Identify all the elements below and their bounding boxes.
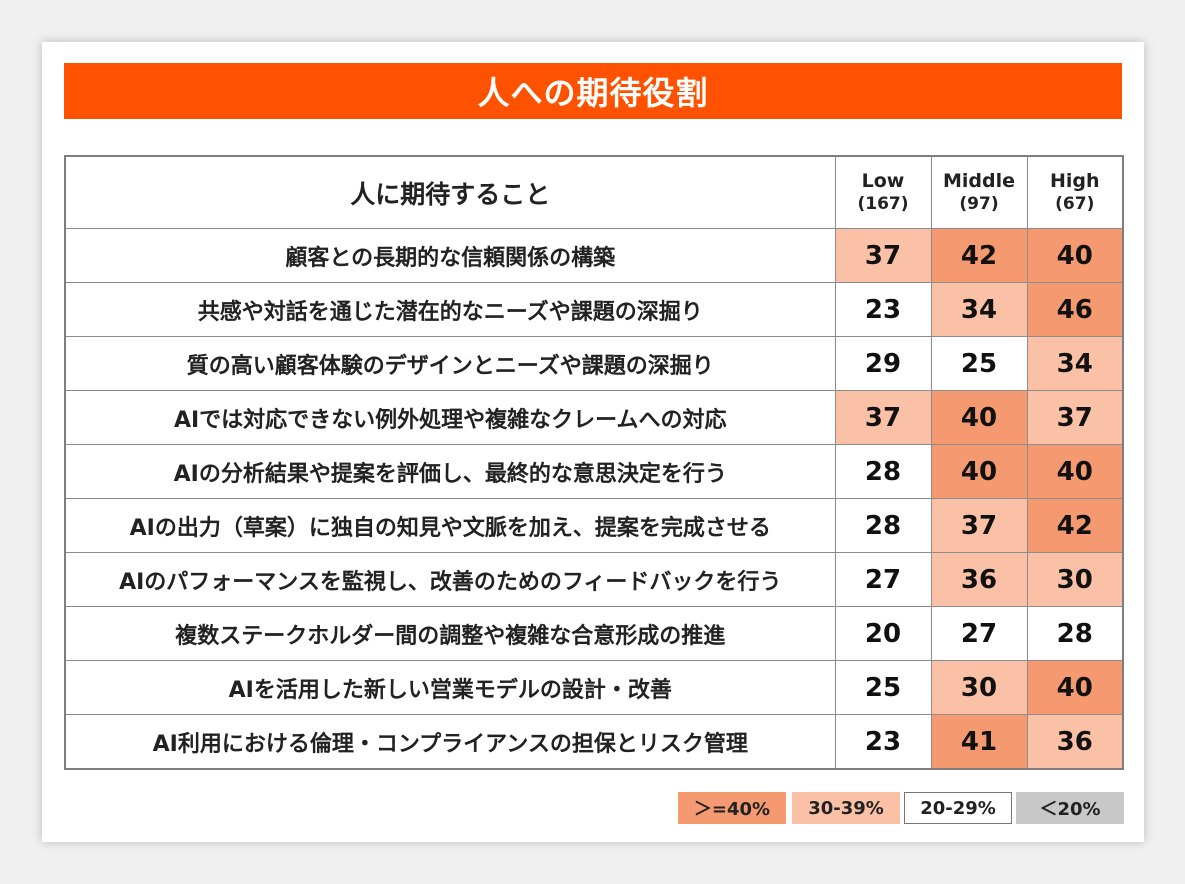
page-title: 人への期待役割: [64, 63, 1122, 119]
value-cell-high: 36: [1026, 714, 1124, 770]
row-label: 顧客との長期的な信頼関係の構築: [64, 228, 836, 283]
row-label: 質の高い顧客体験のデザインとニーズや課題の深掘り: [64, 336, 836, 391]
row-label: 複数ステークホルダー間の調整や複雑な合意形成の推進: [64, 606, 836, 661]
value-cell-high: 42: [1026, 498, 1124, 553]
group-header-middle: Middle (97): [930, 155, 1028, 229]
table-row: AIでは対応できない例外処理や複雑なクレームへの対応 37 40 37: [64, 390, 1124, 445]
chart-card: 人への期待役割 人に期待すること Low (167) Middle (97) H…: [42, 42, 1144, 842]
value-cell-low: 29: [834, 336, 932, 391]
value-cell-middle: 37: [930, 498, 1028, 553]
value-cell-high: 37: [1026, 390, 1124, 445]
legend-lt20: ＜20%: [1016, 792, 1124, 824]
value-cell-middle: 30: [930, 660, 1028, 715]
group-name: Middle: [942, 169, 1016, 192]
table-row: AI利用における倫理・コンプライアンスの担保とリスク管理 23 41 36: [64, 714, 1124, 770]
row-label: AIの出力（草案）に独自の知見や文脈を加え、提案を完成させる: [64, 498, 836, 553]
table-row: 複数ステークホルダー間の調整や複雑な合意形成の推進 20 27 28: [64, 606, 1124, 661]
table-row: AIの出力（草案）に独自の知見や文脈を加え、提案を完成させる 28 37 42: [64, 498, 1124, 553]
value-cell-low: 20: [834, 606, 932, 661]
group-count: (67): [1055, 193, 1095, 214]
value-cell-low: 28: [834, 498, 932, 553]
value-cell-low: 23: [834, 714, 932, 770]
table-row: 共感や対話を通じた潜在的なニーズや課題の深掘り 23 34 46: [64, 282, 1124, 337]
legend-30-39: 30-39%: [792, 792, 900, 824]
value-cell-high: 34: [1026, 336, 1124, 391]
row-label: 共感や対話を通じた潜在的なニーズや課題の深掘り: [64, 282, 836, 337]
table-row: AIのパフォーマンスを監視し、改善のためのフィードバックを行う 27 36 30: [64, 552, 1124, 607]
group-count: (167): [857, 193, 909, 214]
value-cell-high: 30: [1026, 552, 1124, 607]
table-row: 顧客との長期的な信頼関係の構築 37 42 40: [64, 228, 1124, 283]
value-cell-low: 37: [834, 228, 932, 283]
group-count: (97): [959, 193, 999, 214]
legend-ge40: ＞=40%: [678, 792, 786, 824]
table-body: 顧客との長期的な信頼関係の構築 37 42 40 共感や対話を通じた潜在的なニーズや課題…: [64, 228, 1124, 770]
header-label: 人に期待すること: [64, 155, 836, 229]
value-cell-high: 40: [1026, 444, 1124, 499]
row-label: AIのパフォーマンスを監視し、改善のためのフィードバックを行う: [64, 552, 836, 607]
table-row: 質の高い顧客体験のデザインとニーズや課題の深掘り 29 25 34: [64, 336, 1124, 391]
row-label: AI利用における倫理・コンプライアンスの担保とリスク管理: [64, 714, 836, 770]
value-cell-low: 27: [834, 552, 932, 607]
value-cell-high: 46: [1026, 282, 1124, 337]
value-cell-middle: 42: [930, 228, 1028, 283]
value-cell-middle: 40: [930, 444, 1028, 499]
group-name: Low: [861, 169, 905, 192]
data-table: 人に期待すること Low (167) Middle (97) High (67)…: [64, 155, 1124, 770]
table-row: AIを活用した新しい営業モデルの設計・改善 25 30 40: [64, 660, 1124, 715]
row-label: AIの分析結果や提案を評価し、最終的な意思決定を行う: [64, 444, 836, 499]
header-row: 人に期待すること Low (167) Middle (97) High (67): [64, 155, 1124, 229]
value-cell-low: 28: [834, 444, 932, 499]
value-cell-middle: 27: [930, 606, 1028, 661]
value-cell-high: 28: [1026, 606, 1124, 661]
value-cell-middle: 25: [930, 336, 1028, 391]
group-name: High: [1049, 169, 1100, 192]
row-label: AIでは対応できない例外処理や複雑なクレームへの対応: [64, 390, 836, 445]
value-cell-middle: 36: [930, 552, 1028, 607]
group-header-low: Low (167): [834, 155, 932, 229]
value-cell-low: 37: [834, 390, 932, 445]
value-cell-middle: 40: [930, 390, 1028, 445]
legend-20-29: 20-29%: [904, 792, 1012, 824]
value-cell-middle: 34: [930, 282, 1028, 337]
value-cell-high: 40: [1026, 660, 1124, 715]
value-cell-low: 25: [834, 660, 932, 715]
group-header-high: High (67): [1026, 155, 1124, 229]
value-cell-low: 23: [834, 282, 932, 337]
value-cell-middle: 41: [930, 714, 1028, 770]
table-row: AIの分析結果や提案を評価し、最終的な意思決定を行う 28 40 40: [64, 444, 1124, 499]
value-cell-high: 40: [1026, 228, 1124, 283]
row-label: AIを活用した新しい営業モデルの設計・改善: [64, 660, 836, 715]
